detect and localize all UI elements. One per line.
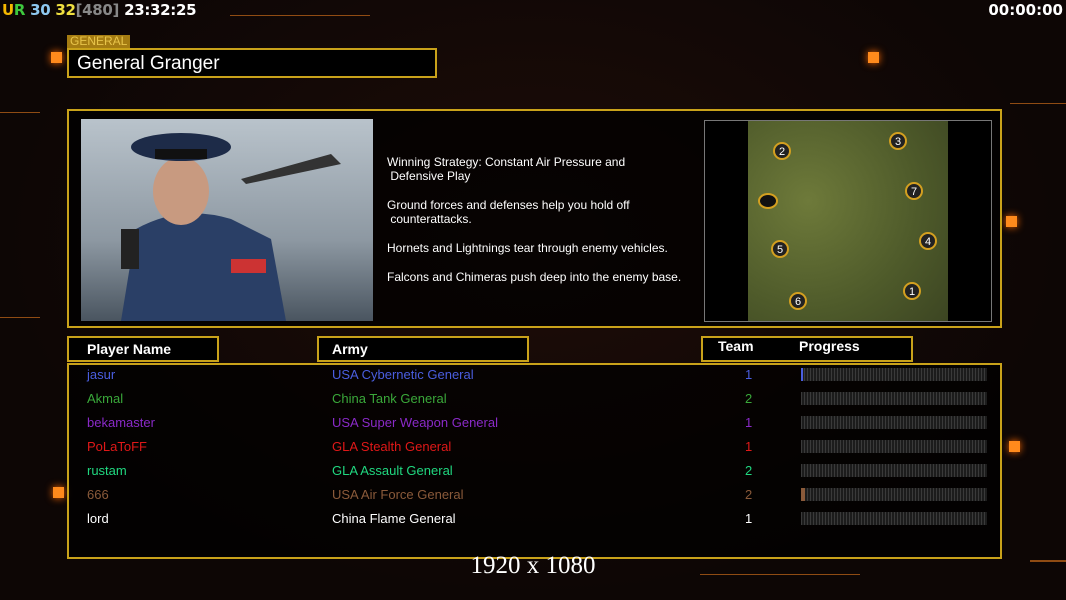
fps-value: 30 [30, 1, 51, 19]
table-row[interactable]: PoLaToFF GLA Stealth General 1 [69, 437, 1000, 461]
team-number: 1 [745, 415, 753, 430]
progress-bar [801, 464, 987, 477]
decor-line [0, 317, 40, 318]
army-name: USA Super Weapon General [332, 415, 498, 430]
start-position-marker: 7 [905, 182, 923, 200]
table-row[interactable]: lord China Flame General 1 [69, 509, 1000, 533]
table-row[interactable]: rustam GLA Assault General 2 [69, 461, 1000, 485]
strategy-description: Winning Strategy: Constant Air Pressure … [387, 155, 707, 299]
start-position-marker: 5 [771, 240, 789, 258]
table-row[interactable]: jasur USA Cybernetic General 1 [69, 365, 1000, 389]
player-name: PoLaToFF [87, 439, 147, 454]
table-row[interactable]: Akmal China Tank General 2 [69, 389, 1000, 413]
team-number: 1 [745, 511, 753, 526]
player-name: bekamaster [87, 415, 155, 430]
svg-text:6: 6 [795, 296, 801, 308]
team-number: 2 [745, 463, 753, 478]
decor-line [1030, 560, 1066, 562]
start-position-marker: 6 [789, 292, 807, 310]
army-name: GLA Assault General [332, 463, 453, 478]
team-number: 1 [745, 439, 753, 454]
general-tag: GENERAL [67, 35, 131, 48]
player-table: jasur USA Cybernetic General 1 Akmal Chi… [67, 363, 1002, 559]
decor-line [700, 574, 860, 575]
svg-text:5: 5 [777, 244, 783, 256]
header-progress[interactable]: Progress [799, 338, 860, 354]
player-name: rustam [87, 463, 127, 478]
decor-line [0, 112, 40, 113]
progress-bar [801, 512, 987, 525]
decor-square [53, 487, 64, 498]
progress-bar [801, 416, 987, 429]
decor-line [1010, 103, 1066, 104]
svg-text:7: 7 [911, 186, 917, 198]
start-position-marker: 3 [889, 132, 907, 150]
resolution-label: 1920 x 1080 [470, 552, 596, 579]
strategy-line: Winning Strategy: Constant Air Pressure … [387, 155, 626, 183]
svg-text:1: 1 [909, 286, 915, 298]
map-image: 1 2 3 4 5 6 7 [748, 121, 948, 321]
header-player-name[interactable]: Player Name [67, 336, 219, 362]
fps-value-2: 32 [55, 1, 76, 19]
player-name: Akmal [87, 391, 124, 406]
strategy-line: Falcons and Chimeras push deep into the … [387, 270, 682, 284]
fps-readout: UR 30 32[480] 23:32:25 [2, 1, 197, 19]
player-name: lord [87, 511, 109, 526]
team-number: 1 [745, 367, 753, 382]
strategy-line: Ground forces and defenses help you hold… [387, 198, 630, 226]
general-name: General Granger [67, 48, 437, 78]
player-name: jasur [87, 367, 116, 382]
progress-bar [801, 488, 987, 501]
progress-bar [801, 440, 987, 453]
army-name: USA Air Force General [332, 487, 464, 502]
decor-square [1009, 441, 1020, 452]
fps-limit: [480] [75, 1, 120, 19]
table-row[interactable]: bekamaster USA Super Weapon General 1 [69, 413, 1000, 437]
progress-fill [801, 488, 805, 501]
strategy-line: Hornets and Lightnings tear through enem… [387, 241, 668, 255]
decor-square [1006, 216, 1017, 227]
table-row[interactable]: 666 USA Air Force General 2 [69, 485, 1000, 509]
army-name: GLA Stealth General [332, 439, 452, 454]
start-position-marker: 2 [773, 142, 791, 160]
map-preview: 1 2 3 4 5 6 7 [704, 120, 992, 322]
decor-square [868, 52, 879, 63]
player-name: 666 [87, 487, 109, 502]
start-position-marker [758, 193, 778, 209]
start-position-marker: 4 [919, 232, 937, 250]
start-position-marker: 1 [903, 282, 921, 300]
game-timer: 00:00:00 [988, 1, 1063, 19]
header-army[interactable]: Army [317, 336, 529, 362]
general-portrait [81, 119, 373, 321]
army-name: China Flame General [332, 511, 456, 526]
decor-square [51, 52, 62, 63]
svg-text:2: 2 [779, 146, 785, 158]
header-team-progress: Team Progress [701, 336, 913, 362]
team-number: 2 [745, 391, 753, 406]
decor-line [230, 15, 370, 16]
progress-bar [801, 368, 987, 381]
army-name: China Tank General [332, 391, 447, 406]
team-number: 2 [745, 487, 753, 502]
header-team[interactable]: Team [718, 338, 754, 354]
clock-time: 23:32:25 [124, 1, 197, 19]
general-info-panel: Winning Strategy: Constant Air Pressure … [67, 109, 1002, 328]
svg-text:4: 4 [925, 236, 931, 248]
progress-fill [801, 368, 803, 381]
progress-bar [801, 392, 987, 405]
army-name: USA Cybernetic General [332, 367, 474, 382]
svg-text:3: 3 [895, 136, 901, 148]
